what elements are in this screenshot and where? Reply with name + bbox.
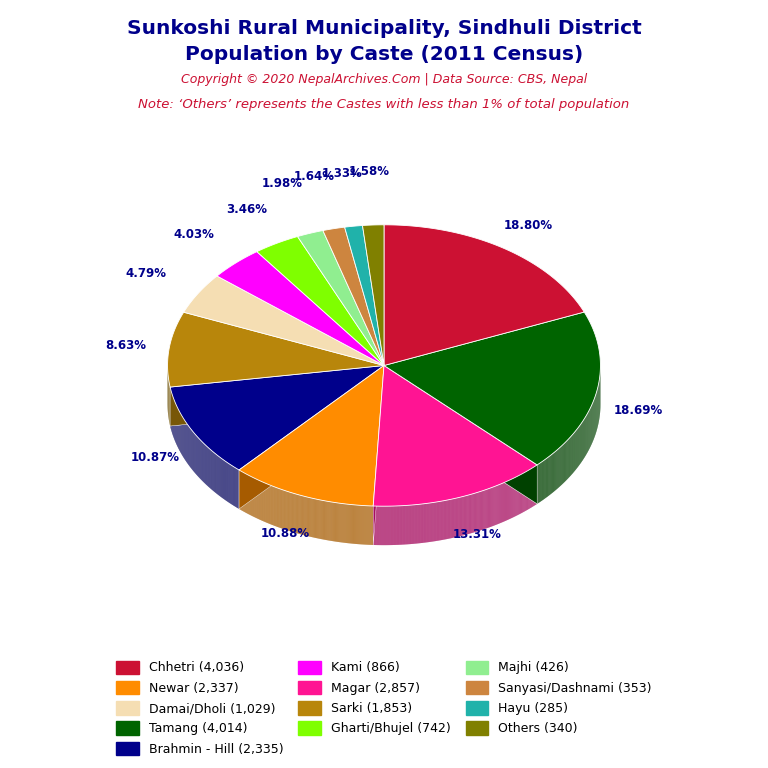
Polygon shape [257, 237, 384, 366]
Text: 10.88%: 10.88% [260, 527, 310, 540]
Text: Population by Caste (2011 Census): Population by Caste (2011 Census) [185, 45, 583, 64]
Polygon shape [170, 366, 384, 426]
Text: 18.80%: 18.80% [504, 219, 553, 232]
Text: 18.69%: 18.69% [614, 404, 664, 417]
Polygon shape [170, 366, 384, 426]
Polygon shape [345, 226, 384, 366]
Polygon shape [170, 366, 384, 470]
Polygon shape [373, 366, 384, 545]
Polygon shape [323, 227, 384, 366]
Polygon shape [239, 366, 384, 506]
Polygon shape [217, 252, 384, 366]
Polygon shape [373, 366, 384, 545]
Polygon shape [239, 366, 384, 509]
Polygon shape [297, 230, 384, 366]
Polygon shape [384, 366, 537, 504]
Text: 4.79%: 4.79% [126, 266, 167, 280]
Polygon shape [384, 366, 537, 504]
Text: 1.98%: 1.98% [262, 177, 303, 190]
Polygon shape [239, 366, 384, 509]
Polygon shape [167, 313, 384, 387]
Polygon shape [373, 366, 537, 506]
Text: Copyright © 2020 NepalArchives.Com | Data Source: CBS, Nepal: Copyright © 2020 NepalArchives.Com | Dat… [181, 73, 587, 86]
Text: Note: ‘Others’ represents the Castes with less than 1% of total population: Note: ‘Others’ represents the Castes wit… [138, 98, 630, 111]
Text: 8.63%: 8.63% [105, 339, 147, 353]
Text: 3.46%: 3.46% [226, 203, 267, 216]
Legend: Chhetri (4,036), Newar (2,337), Damai/Dholi (1,029), Tamang (4,014), Brahmin - H: Chhetri (4,036), Newar (2,337), Damai/Dh… [110, 654, 658, 762]
Polygon shape [184, 276, 384, 366]
Polygon shape [384, 312, 601, 465]
Text: Sunkoshi Rural Municipality, Sindhuli District: Sunkoshi Rural Municipality, Sindhuli Di… [127, 19, 641, 38]
Text: 13.31%: 13.31% [453, 528, 502, 541]
Text: 10.87%: 10.87% [131, 451, 180, 464]
Text: 1.58%: 1.58% [349, 165, 389, 178]
Text: 1.64%: 1.64% [294, 170, 335, 184]
Polygon shape [384, 225, 584, 366]
Text: 4.03%: 4.03% [174, 228, 215, 241]
Text: 1.33%: 1.33% [322, 167, 362, 180]
Polygon shape [362, 225, 384, 366]
